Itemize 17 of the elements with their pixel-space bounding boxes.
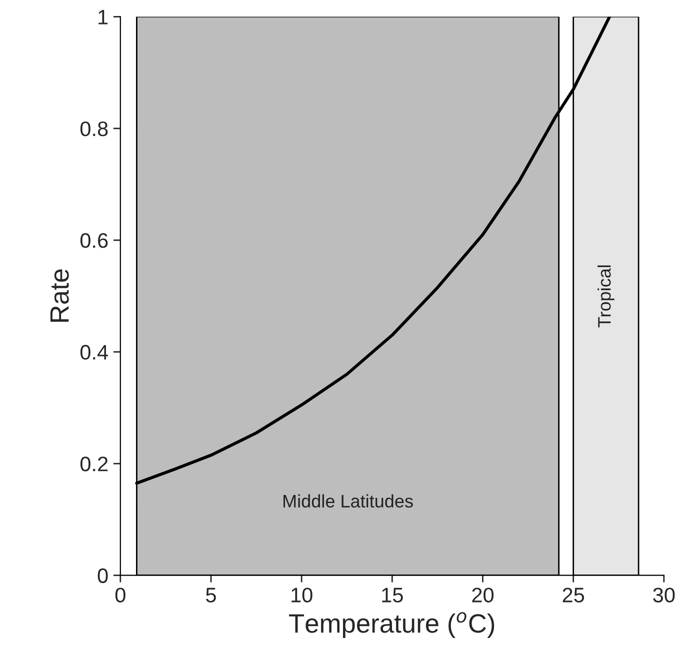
y-tick-label: 0.4: [80, 344, 108, 360]
x-tick-label: 20: [472, 588, 494, 602]
y-tick-label: 0.8: [80, 121, 108, 136]
band-label: Middle Latitudes: [284, 494, 413, 508]
y-tick-label: 0.6: [80, 233, 108, 248]
x-tick-label: 0: [115, 588, 126, 602]
y-axis-title: Rate: [50, 269, 69, 322]
x-tick-label: 30: [653, 588, 675, 602]
x-tick-label: 10: [292, 588, 312, 602]
y-tick-label: 1: [98, 10, 108, 24]
x-axis-title: Temperature ($^{o}$C): [289, 612, 494, 638]
x-tick-label: 15: [382, 588, 403, 602]
y-tick-label: 0.2: [80, 456, 108, 472]
band-label: Tropical: [598, 265, 614, 328]
x-tick-label: 25: [562, 588, 584, 602]
x-tick-label: 5: [206, 588, 216, 602]
y-tick-label: 0: [98, 568, 108, 584]
